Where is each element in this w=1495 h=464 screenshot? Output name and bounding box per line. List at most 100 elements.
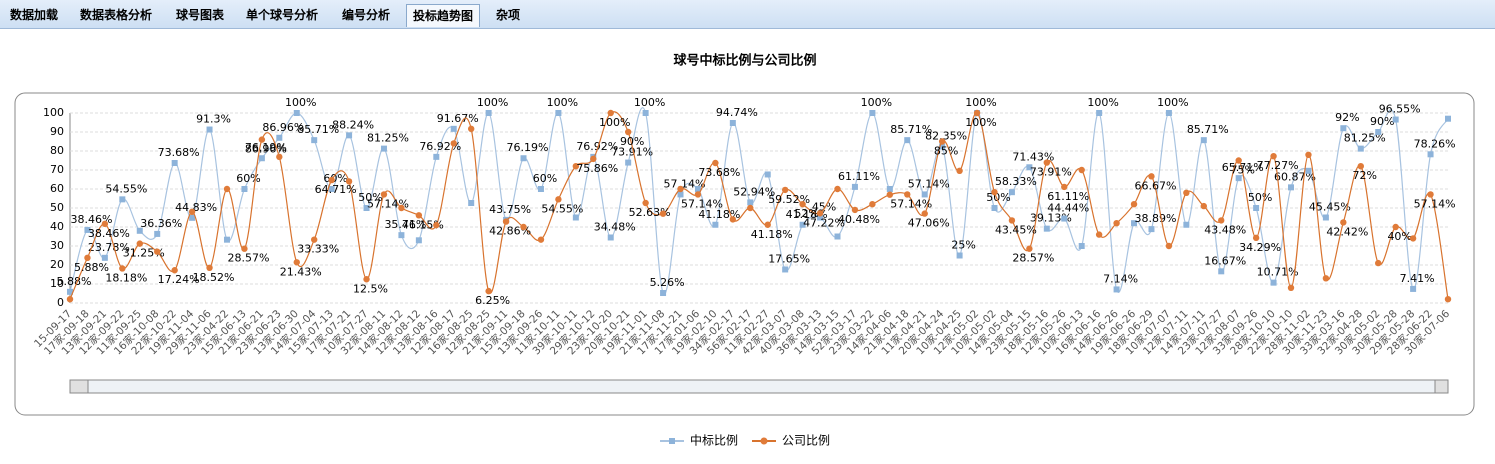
point (171, 160, 178, 167)
data-label: 50% (1248, 191, 1272, 204)
tab[interactable]: 球号图表 (176, 8, 225, 22)
point (1270, 279, 1277, 286)
point (1270, 152, 1277, 160)
data-label: 23.78% (88, 241, 130, 254)
data-label: 25% (951, 239, 975, 252)
point (1008, 217, 1016, 224)
point (729, 119, 736, 126)
point (66, 296, 74, 303)
data-label: 85.71% (1187, 123, 1229, 136)
data-label: 7.41% (1400, 272, 1435, 285)
point (276, 153, 283, 161)
data-label: 90% (1370, 115, 1394, 128)
point (101, 220, 109, 228)
point (1113, 286, 1120, 293)
point (1026, 164, 1033, 171)
data-label: 75% (1230, 164, 1254, 177)
point (1392, 116, 1399, 123)
point (834, 233, 841, 240)
point (607, 234, 614, 241)
tab[interactable]: 单个球号分析 (246, 8, 319, 22)
tab[interactable]: 数据表格分析 (80, 8, 153, 22)
data-label: 76.19% (507, 141, 549, 154)
data-label: 54.55% (105, 182, 147, 195)
data-label: 59.52% (768, 193, 810, 206)
point (1078, 166, 1085, 174)
data-label: 57.14% (1414, 197, 1456, 210)
point (782, 266, 789, 273)
point (119, 265, 126, 272)
data-label: 47.22% (803, 216, 845, 229)
point (590, 155, 597, 163)
data-label: 76.19% (245, 141, 287, 154)
data-label: 52.94% (733, 185, 775, 198)
point (659, 210, 667, 217)
point (293, 110, 300, 116)
point (84, 254, 91, 262)
legend-marker (669, 438, 675, 444)
data-label: 40% (1387, 230, 1411, 243)
data-label: 100% (1087, 96, 1118, 109)
point (415, 237, 422, 244)
data-label: 81.25% (367, 132, 409, 145)
point (1078, 243, 1085, 249)
data-label: 43.75% (489, 203, 531, 216)
tab[interactable]: 投标趋势图 (406, 4, 481, 27)
data-label: 35.71% (384, 218, 426, 231)
point (1061, 183, 1068, 191)
tab[interactable]: 编号分析 (342, 8, 391, 22)
point (764, 221, 771, 228)
point (328, 186, 335, 192)
point (886, 191, 894, 198)
point (171, 267, 178, 274)
point (276, 134, 283, 141)
data-label: 44.83% (175, 201, 217, 214)
y-tick-label: 40 (50, 220, 64, 233)
point (1008, 189, 1015, 196)
point (241, 245, 248, 252)
point (363, 205, 370, 211)
point (764, 171, 771, 178)
point (904, 191, 911, 198)
data-label: 61.11% (838, 170, 880, 183)
point (363, 276, 370, 283)
point (136, 240, 143, 247)
point (869, 201, 876, 208)
legend-label: 公司比例 (782, 434, 830, 448)
data-label: 78.26% (1414, 137, 1456, 150)
point (851, 183, 858, 190)
scroll-left[interactable] (69, 379, 89, 394)
point (694, 186, 701, 192)
point (799, 201, 806, 208)
point (991, 205, 998, 211)
point (1375, 259, 1382, 267)
point (1392, 223, 1399, 231)
data-label: 47.06% (908, 217, 950, 230)
data-label: 17.65% (768, 252, 810, 265)
point (677, 185, 684, 193)
point (468, 200, 475, 207)
point (677, 191, 684, 198)
point (1026, 245, 1033, 252)
data-label: 6.25% (475, 294, 510, 307)
point (328, 176, 335, 184)
point (241, 186, 248, 192)
point (921, 191, 928, 198)
scroll-right[interactable] (1434, 379, 1449, 394)
data-label: 77.27% (1257, 159, 1299, 172)
tab[interactable]: 数据加载 (10, 8, 59, 22)
data-label: 33.33% (297, 243, 339, 256)
point (851, 206, 859, 214)
data-label: 46.15% (402, 218, 444, 231)
point (555, 196, 562, 203)
point (1148, 226, 1155, 233)
data-label: 17.24% (158, 273, 200, 286)
scrollbar[interactable] (69, 379, 1449, 394)
data-label: 54.55% (541, 202, 583, 215)
point (799, 221, 806, 228)
point (1131, 220, 1138, 227)
tab[interactable]: 杂项 (496, 8, 521, 22)
data-label: 73.91% (611, 146, 653, 159)
point (624, 128, 632, 136)
